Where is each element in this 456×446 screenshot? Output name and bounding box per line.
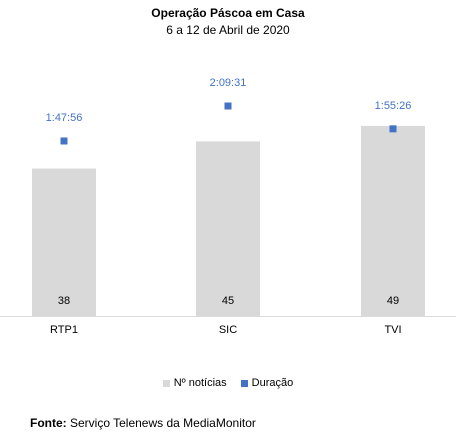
legend-item-duracao: Duração — [240, 377, 294, 389]
source-text: Serviço Telenews da MediaMonitor — [66, 416, 256, 430]
legend-swatch-duracao — [240, 379, 248, 387]
chart-title: Operação Páscoa em Casa — [151, 6, 305, 20]
legend-label-duracao: Duração — [251, 377, 294, 389]
bar-value-label: 45 — [222, 295, 234, 307]
chart-plot: 38 RTP1 1:47:56 45 SIC 2:09:31 49 TVI 1:55:26 — [0, 77, 456, 336]
x-tick-label: TVI — [384, 324, 401, 336]
bar-sic — [196, 141, 260, 316]
source-note: Fonte: Serviço Telenews da MediaMonitor — [30, 416, 256, 430]
duration-marker-sic — [224, 102, 232, 110]
duration-marker-tvi — [389, 125, 397, 133]
x-tick-label: RTP1 — [50, 324, 78, 336]
bar-value-label: 38 — [58, 295, 70, 307]
legend-label-noticias: Nº notícias — [173, 377, 227, 389]
duration-value-label: 1:55:26 — [375, 100, 412, 112]
bar-value-label: 49 — [387, 295, 399, 307]
duration-value-label: 2:09:31 — [210, 77, 247, 89]
duration-value-label: 1:47:56 — [46, 112, 83, 124]
bar-tvi — [361, 125, 425, 316]
bar-rtp1 — [32, 168, 96, 316]
legend-item-noticias: Nº notícias — [162, 377, 227, 389]
chart-subtitle: 6 a 12 de Abril de 2020 — [166, 23, 290, 37]
duration-marker-rtp1 — [60, 137, 68, 145]
legend-swatch-noticias — [162, 379, 170, 387]
x-tick-label: SIC — [219, 324, 237, 336]
legend: Nº notícias Duração — [0, 377, 456, 389]
source-label: Fonte: — [30, 416, 67, 430]
